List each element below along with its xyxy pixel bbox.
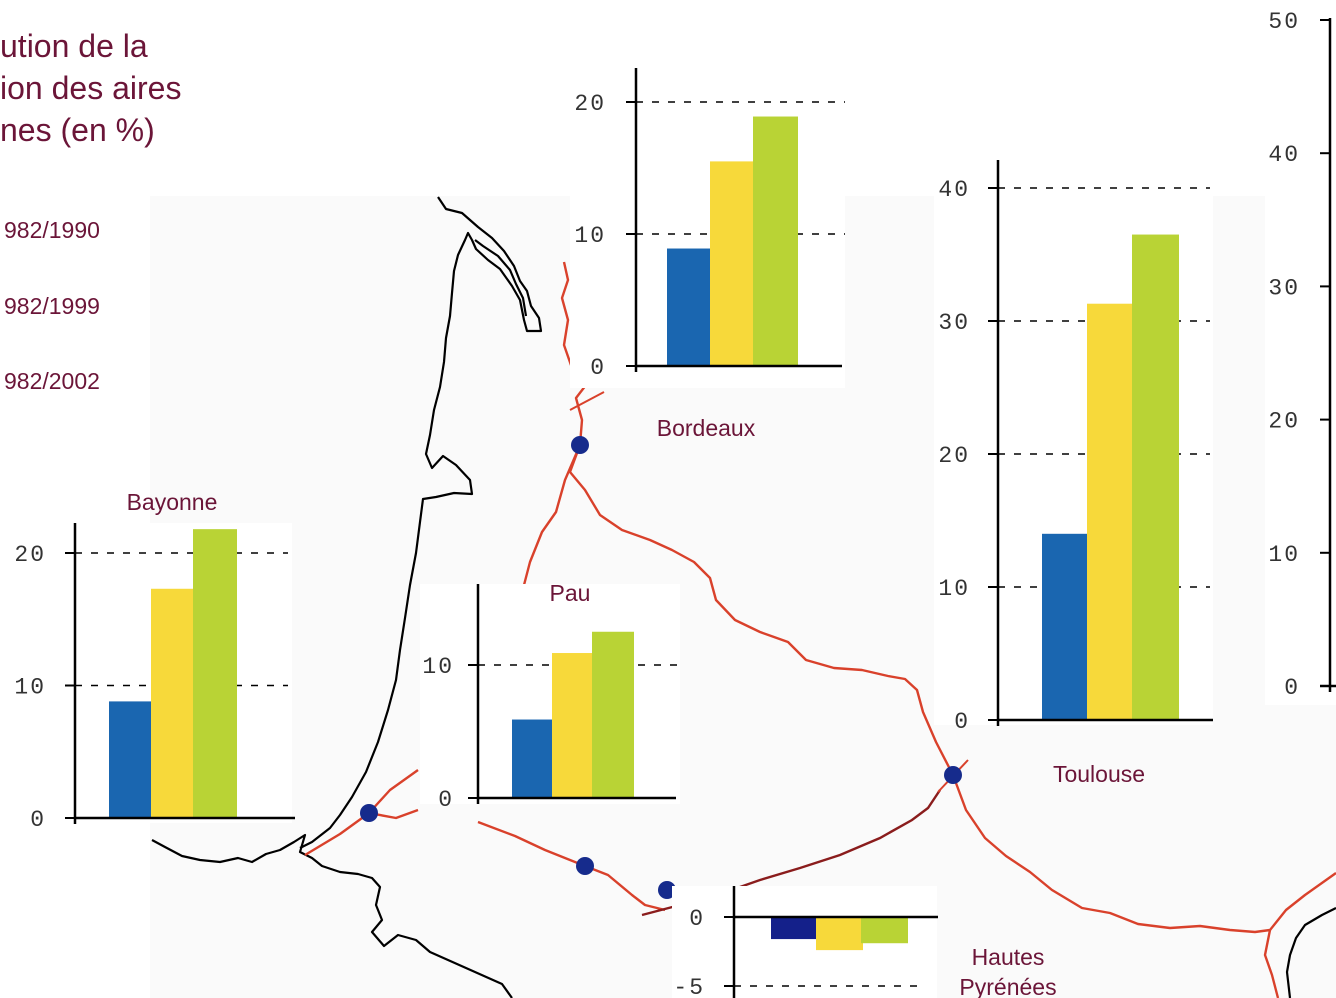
bar-982/2002 bbox=[592, 631, 634, 798]
arcachon-inner bbox=[474, 239, 528, 317]
tick-label: 20 bbox=[14, 542, 46, 568]
tick-label: 0 bbox=[1284, 675, 1300, 701]
legend-label-2002: 982/2002 bbox=[4, 368, 100, 394]
bar-982/1999 bbox=[1087, 303, 1134, 720]
road-bayonne-east bbox=[368, 769, 419, 814]
bar-982/1990 bbox=[667, 248, 712, 366]
road-bordeaux-bayonne bbox=[522, 444, 582, 586]
bar-982/1999 bbox=[710, 161, 755, 366]
tick-label: 50 bbox=[1268, 9, 1300, 35]
chart-pau: 0 10 Pau bbox=[420, 580, 680, 813]
bar-982/1990 bbox=[771, 917, 818, 940]
tick-label: 10 bbox=[938, 576, 970, 602]
tick-label: 0 bbox=[954, 709, 970, 735]
tick-label: 20 bbox=[574, 91, 606, 117]
chart-hautes-pyrenees: 0 -5 Hautes Pyrénées bbox=[672, 886, 1057, 998]
city-dot-tarbes bbox=[658, 881, 676, 899]
bar-982/1990 bbox=[1042, 533, 1089, 720]
bar-982/2002 bbox=[861, 917, 908, 944]
chart-city-label: Bordeaux bbox=[657, 415, 756, 441]
tick-label: 30 bbox=[938, 310, 970, 336]
chart-right-axis: 0 10 20 30 40 50 bbox=[1265, 0, 1336, 705]
road-network bbox=[304, 261, 1336, 998]
tick-label: 0 bbox=[590, 355, 606, 381]
coastline-east bbox=[1285, 907, 1336, 998]
coastline-south bbox=[151, 833, 513, 998]
city-dot-pau bbox=[576, 857, 594, 875]
tick-label: 0 bbox=[30, 807, 46, 833]
legend-label-1999: 982/1999 bbox=[4, 293, 100, 319]
road-cross-bordeaux bbox=[569, 391, 605, 411]
bar-982/1999 bbox=[816, 917, 863, 951]
tick-label: 10 bbox=[14, 675, 46, 701]
road-pau-tarbes bbox=[477, 820, 666, 912]
coastline bbox=[151, 196, 1336, 998]
road-bordeaux-north bbox=[560, 261, 588, 446]
chart-city-label: Pyrénées bbox=[959, 974, 1056, 998]
coastline-atlantic bbox=[299, 196, 543, 849]
tick-label: 40 bbox=[938, 177, 970, 203]
road-toulouse-south bbox=[1263, 929, 1280, 998]
chart-bayonne: 0 10 20 Bayonne bbox=[0, 489, 295, 833]
tick-label: 10 bbox=[574, 223, 606, 249]
tick-label: 0 bbox=[438, 787, 454, 813]
bar-982/1999 bbox=[552, 653, 594, 798]
bar-982/1990 bbox=[512, 719, 554, 798]
title-line-1: ution de la bbox=[0, 28, 148, 64]
tick-label: 10 bbox=[422, 654, 454, 680]
road-bordeaux-toulouse bbox=[568, 444, 955, 776]
chart-city-label: Toulouse bbox=[1053, 761, 1145, 787]
tick-label: 20 bbox=[1268, 409, 1300, 435]
legend-label-1990: 982/1990 bbox=[4, 217, 100, 243]
chart-city-label: Pau bbox=[550, 580, 591, 606]
city-dot-toulouse bbox=[944, 766, 962, 784]
tick-label: 30 bbox=[1268, 275, 1300, 301]
bar-982/2002 bbox=[193, 529, 237, 818]
bar-982/1999 bbox=[151, 588, 195, 818]
city-dot-bordeaux bbox=[571, 436, 589, 454]
chart-toulouse: 0 10 20 30 40 Toulouse bbox=[934, 160, 1213, 787]
bar-982/2002 bbox=[1132, 234, 1179, 721]
chart-panel bbox=[1265, 0, 1336, 705]
tick-label: 40 bbox=[1268, 142, 1300, 168]
tick-label: 20 bbox=[938, 443, 970, 469]
chart-bordeaux: 0 10 20 Bordeaux bbox=[570, 68, 845, 441]
chart-city-label: Hautes bbox=[972, 944, 1045, 970]
tick-label: 0 bbox=[689, 906, 705, 932]
city-dot-bayonne bbox=[360, 804, 378, 822]
bar-982/2002 bbox=[753, 116, 798, 367]
title-line-2: ion des aires bbox=[0, 70, 182, 106]
bar-982/1990 bbox=[109, 701, 153, 818]
tick-label: 10 bbox=[1268, 542, 1300, 568]
title-line-3: nes (en %) bbox=[0, 112, 155, 148]
tick-label: -5 bbox=[673, 975, 705, 998]
city-markers bbox=[360, 436, 962, 899]
chart-city-label: Bayonne bbox=[127, 489, 218, 515]
road-toulouse-east bbox=[951, 774, 1336, 934]
